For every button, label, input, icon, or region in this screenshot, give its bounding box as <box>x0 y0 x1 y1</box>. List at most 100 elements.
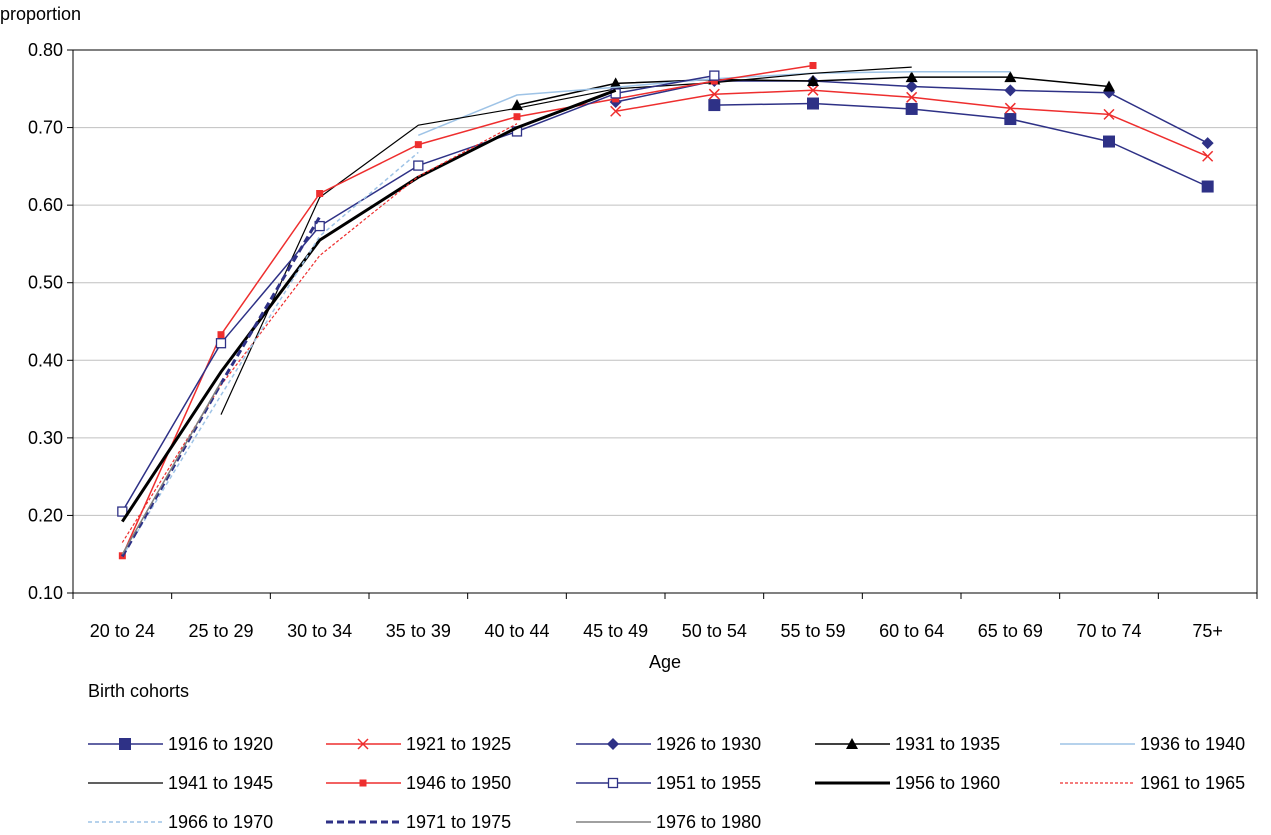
data-point <box>359 779 367 787</box>
data-point <box>357 738 369 750</box>
legend-item: 1916 to 1920 <box>88 734 273 754</box>
y-tick-label: 0.40 <box>28 350 63 370</box>
series <box>708 97 1214 193</box>
data-point <box>1201 180 1214 193</box>
data-point <box>513 113 521 121</box>
data-point <box>607 777 619 789</box>
data-point <box>609 77 622 89</box>
x-tick-label: 25 to 29 <box>188 621 253 641</box>
x-tick-label: 70 to 74 <box>1076 621 1141 641</box>
y-axis-label: proportion <box>0 4 81 24</box>
series <box>121 151 419 557</box>
series-line <box>120 216 321 558</box>
data-point <box>809 62 817 70</box>
legend-label: 1976 to 1980 <box>656 812 761 832</box>
legend-label: 1956 to 1960 <box>895 773 1000 793</box>
legend-label: 1936 to 1940 <box>1140 734 1245 754</box>
data-point <box>316 190 324 198</box>
y-tick-label: 0.80 <box>28 40 63 60</box>
data-point <box>119 738 131 750</box>
series <box>120 216 321 558</box>
legend-item: 1961 to 1965 <box>1060 773 1245 793</box>
series <box>117 70 720 517</box>
data-point <box>1103 108 1115 120</box>
data-point <box>906 91 918 103</box>
series <box>121 123 518 543</box>
data-point <box>1202 150 1214 162</box>
data-point <box>710 77 718 85</box>
data-point <box>708 88 720 100</box>
legend-item: 1966 to 1970 <box>88 812 273 832</box>
series-line <box>121 123 518 543</box>
legend-label: 1926 to 1930 <box>656 734 761 754</box>
x-tick-label: 50 to 54 <box>682 621 747 641</box>
legend-item: 1931 to 1935 <box>815 734 1000 754</box>
x-tick-label: 65 to 69 <box>978 621 1043 641</box>
series <box>121 381 222 555</box>
legend-label: 1921 to 1925 <box>406 734 511 754</box>
series <box>121 88 617 523</box>
gridlines <box>73 127 1257 516</box>
legend-item: 1971 to 1975 <box>326 812 511 832</box>
data-point <box>414 141 422 149</box>
x-tick-label: 35 to 39 <box>386 621 451 641</box>
plot-area-frame <box>72 49 1258 594</box>
legend-item: 1926 to 1930 <box>576 734 761 754</box>
series-line <box>121 74 715 512</box>
legend-label: 1941 to 1945 <box>168 773 273 793</box>
legend-label: 1971 to 1975 <box>406 812 511 832</box>
y-tick-label: 0.50 <box>28 273 63 293</box>
legend-item: 1941 to 1945 <box>88 773 273 793</box>
x-tick-label: 20 to 24 <box>90 621 155 641</box>
data-point <box>708 99 721 112</box>
legend-item: 1956 to 1960 <box>815 773 1000 793</box>
data-point <box>314 220 325 232</box>
legend-label: 1966 to 1970 <box>168 812 273 832</box>
data-point <box>607 738 619 750</box>
legend-item: 1936 to 1940 <box>1060 734 1245 754</box>
data-point <box>846 738 858 749</box>
data-point <box>1004 102 1016 114</box>
data-point <box>807 84 819 96</box>
data-point <box>117 506 128 517</box>
legend-item: 1921 to 1925 <box>326 734 511 754</box>
legend-label: 1951 to 1955 <box>656 773 761 793</box>
legend-label: 1916 to 1920 <box>168 734 273 754</box>
data-point <box>807 75 819 87</box>
data-point <box>215 338 227 349</box>
series <box>220 66 912 415</box>
x-axis-ticks: 20 to 24 25 to 29 30 to 34 35 to 39 40 to 44… <box>72 593 1258 641</box>
legend-item: 1946 to 1950 <box>326 773 511 793</box>
x-tick-label: 60 to 64 <box>879 621 944 641</box>
data-point <box>1201 137 1214 150</box>
x-tick-label: 55 to 59 <box>780 621 845 641</box>
series-line <box>714 102 1209 188</box>
data-point <box>1103 135 1115 148</box>
legend-title: Birth cohorts <box>88 681 189 701</box>
data-point <box>807 97 819 110</box>
x-tick-label: 30 to 34 <box>287 621 352 641</box>
y-tick-label: 0.30 <box>28 428 63 448</box>
series <box>610 84 1214 162</box>
data-point <box>905 71 918 83</box>
data-point <box>217 331 225 339</box>
series-lines <box>117 62 1214 560</box>
legend-item: 1951 to 1955 <box>576 773 761 793</box>
series <box>118 62 817 560</box>
data-point <box>905 102 918 115</box>
legend: 1916 to 1920 1921 to 1925 1926 to 1930 1931… <box>88 734 1245 832</box>
series-line <box>121 151 419 557</box>
x-tick-label: 45 to 49 <box>583 621 648 641</box>
data-point <box>612 95 620 103</box>
x-axis-label: Age <box>649 652 681 672</box>
series-line <box>220 66 912 415</box>
legend-label: 1946 to 1950 <box>406 773 511 793</box>
data-point <box>1004 71 1017 83</box>
legend-label: 1961 to 1965 <box>1140 773 1245 793</box>
data-point <box>905 80 918 93</box>
y-tick-label: 0.20 <box>28 505 63 525</box>
series-line <box>121 88 617 523</box>
series-line <box>121 381 222 555</box>
legend-label: 1931 to 1935 <box>895 734 1000 754</box>
